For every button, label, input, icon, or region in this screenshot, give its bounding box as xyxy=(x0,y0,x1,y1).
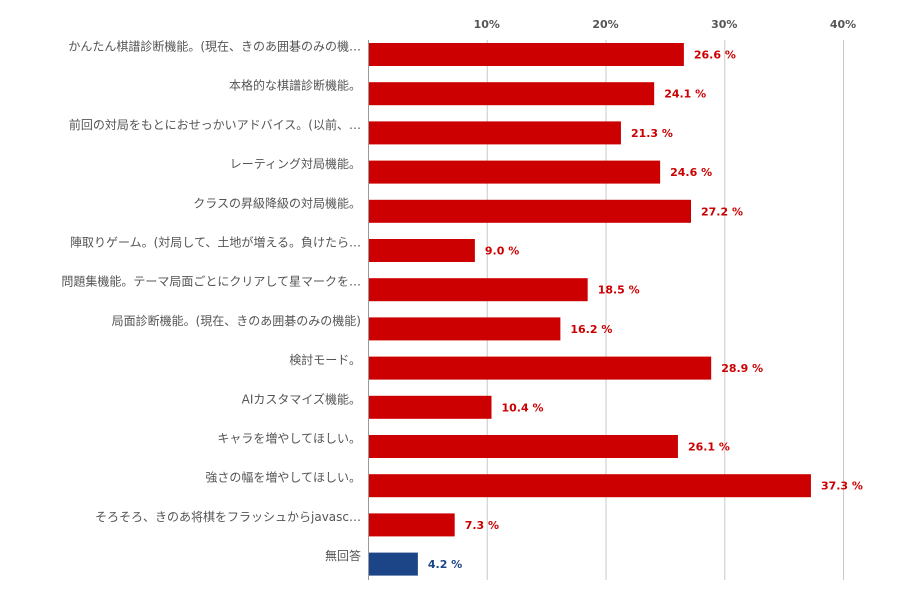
bar xyxy=(369,513,455,537)
value-label: 26.6 % xyxy=(694,49,736,62)
bar xyxy=(369,435,678,458)
value-label: 28.9 % xyxy=(721,362,763,375)
category-label: 強さの幅を増やしてほしい。 xyxy=(205,470,361,485)
value-label: 10.4 % xyxy=(502,401,544,414)
bar xyxy=(369,552,418,576)
bar xyxy=(369,82,655,106)
bar xyxy=(369,121,621,145)
value-label: 7.3 % xyxy=(465,519,499,532)
category-label: 検討モード。 xyxy=(289,352,361,367)
bar xyxy=(369,395,492,419)
bar xyxy=(369,160,661,184)
value-label: 37.3 % xyxy=(821,480,863,493)
value-label: 21.3 % xyxy=(631,127,673,140)
category-label: かんたん棋譜診断機能。(現在、きのあ囲碁のみの機… xyxy=(68,39,361,54)
bar xyxy=(369,199,691,223)
category-label: クラスの昇級降級の対局機能。 xyxy=(193,195,361,210)
bar xyxy=(369,474,811,498)
category-label: 陣取りゲーム。(対局して、土地が増える。負けたら… xyxy=(70,235,361,250)
category-label: レーティング対局機能。 xyxy=(230,156,361,171)
value-label: 24.1 % xyxy=(664,88,706,101)
value-label: 4.2 % xyxy=(428,558,462,571)
x-tick-label: 10% xyxy=(474,18,500,31)
category-label: AIカスタマイズ機能。 xyxy=(242,391,361,406)
bar xyxy=(369,43,684,66)
bar xyxy=(369,239,475,262)
category-label: 局面診断機能。(現在、きのあ囲碁のみの機能) xyxy=(112,313,361,328)
x-tick-label: 20% xyxy=(592,18,618,31)
value-label: 24.6 % xyxy=(670,166,712,179)
bar xyxy=(369,278,588,302)
value-label: 16.2 % xyxy=(570,323,612,336)
bar xyxy=(369,317,561,341)
value-label: 27.2 % xyxy=(701,205,743,218)
category-label: 無回答 xyxy=(325,548,361,563)
category-label: そろそろ、きのあ将棋をフラッシュからjavasc… xyxy=(95,510,361,524)
x-tick-label: 40% xyxy=(830,18,856,31)
category-label: キャラを増やしてほしい。 xyxy=(217,432,361,446)
value-label: 26.1 % xyxy=(688,441,730,454)
value-label: 9.0 % xyxy=(485,245,519,258)
category-label: 前回の対局をもとにおせっかいアドバイス。(以前、… xyxy=(69,117,361,132)
value-label: 18.5 % xyxy=(598,284,640,297)
category-label: 問題集機能。テーマ局面ごとにクリアして星マークを… xyxy=(61,274,361,289)
bar xyxy=(369,356,712,380)
category-label: 本格的な棋譜診断機能。 xyxy=(229,78,361,93)
x-tick-label: 30% xyxy=(711,18,737,31)
